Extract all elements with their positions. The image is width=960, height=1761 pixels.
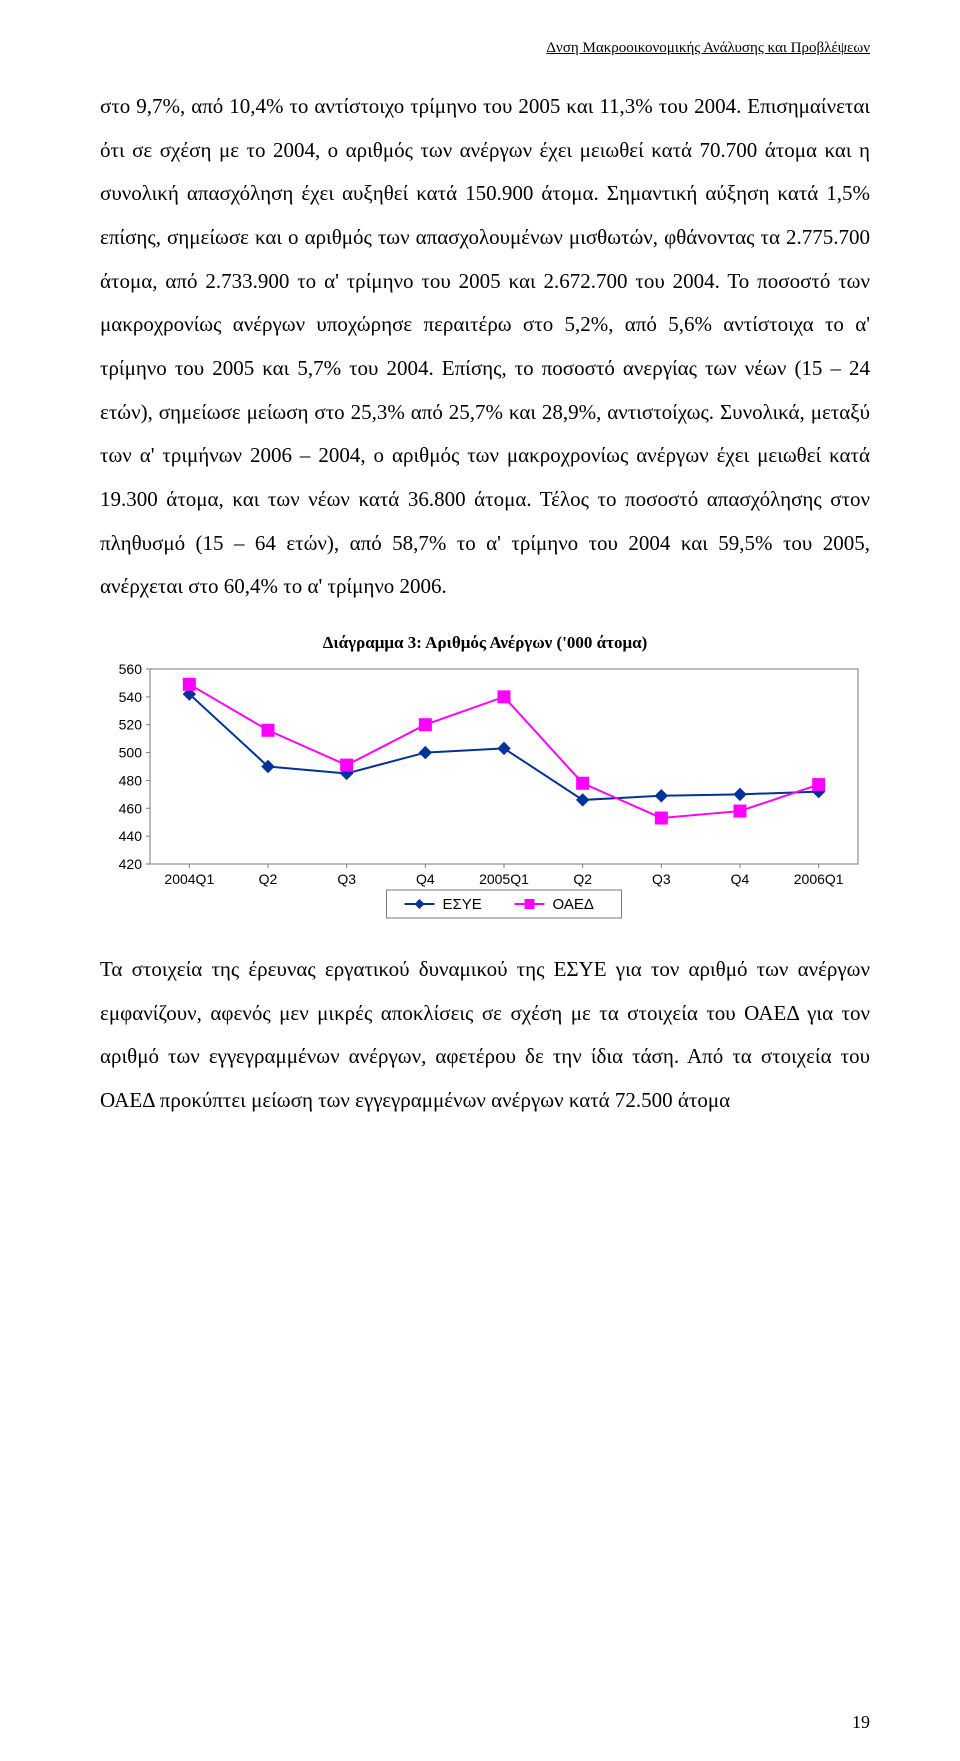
svg-text:480: 480 <box>119 772 143 788</box>
svg-text:540: 540 <box>119 689 143 705</box>
page-header-right: Δνση Μακροοικονομικής Ανάλυσης και Προβλ… <box>100 40 870 57</box>
page-number: 19 <box>852 1712 870 1733</box>
svg-text:440: 440 <box>119 828 143 844</box>
svg-text:500: 500 <box>119 745 143 761</box>
paragraph-2: Τα στοιχεία της έρευνας εργατικού δυναμι… <box>100 948 870 1123</box>
svg-text:2005Q1: 2005Q1 <box>479 871 529 887</box>
svg-text:2006Q1: 2006Q1 <box>794 871 844 887</box>
svg-text:Q2: Q2 <box>259 871 278 887</box>
unemployment-chart: 420 440 460 480 500 520 540 560 2004Q1 Q2 Q3 Q4 2005… <box>100 661 870 926</box>
svg-text:Q4: Q4 <box>731 871 750 887</box>
svg-text:ΕΣΥΕ: ΕΣΥΕ <box>443 896 482 913</box>
svg-text:ΟΑΕΔ: ΟΑΕΔ <box>553 896 594 913</box>
svg-text:Q2: Q2 <box>573 871 592 887</box>
svg-text:420: 420 <box>119 856 143 872</box>
svg-text:Q3: Q3 <box>337 871 356 887</box>
chart-title: Διάγραμμα 3: Αριθμός Ανέργων ('000 άτομα… <box>100 633 870 653</box>
svg-text:Q4: Q4 <box>416 871 435 887</box>
svg-text:460: 460 <box>119 800 143 816</box>
svg-text:560: 560 <box>119 661 143 677</box>
svg-text:520: 520 <box>119 717 143 733</box>
paragraph-1: στο 9,7%, από 10,4% το αντίστοιχο τρίμην… <box>100 85 870 609</box>
svg-text:2004Q1: 2004Q1 <box>164 871 214 887</box>
svg-text:Q3: Q3 <box>652 871 671 887</box>
